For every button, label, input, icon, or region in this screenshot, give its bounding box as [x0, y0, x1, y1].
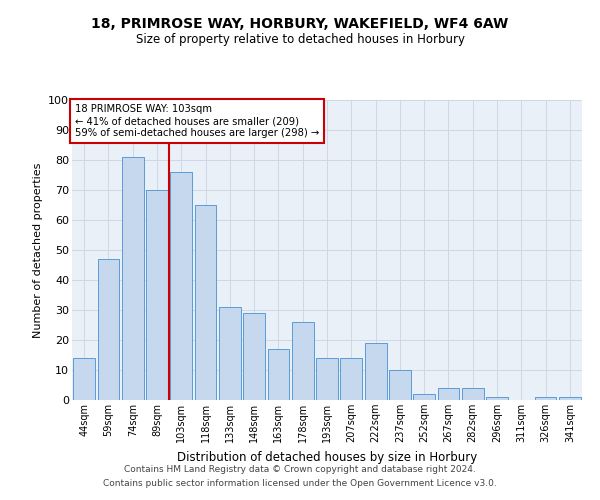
- Y-axis label: Number of detached properties: Number of detached properties: [32, 162, 43, 338]
- Bar: [316, 358, 338, 400]
- Bar: [170, 172, 192, 400]
- Bar: [462, 388, 484, 400]
- Text: 18, PRIMROSE WAY, HORBURY, WAKEFIELD, WF4 6AW: 18, PRIMROSE WAY, HORBURY, WAKEFIELD, WF…: [91, 18, 509, 32]
- Bar: [437, 388, 460, 400]
- Bar: [559, 397, 581, 400]
- Bar: [122, 157, 143, 400]
- Bar: [292, 322, 314, 400]
- Text: 18 PRIMROSE WAY: 103sqm
← 41% of detached houses are smaller (209)
59% of semi-d: 18 PRIMROSE WAY: 103sqm ← 41% of detache…: [74, 104, 319, 138]
- Bar: [413, 394, 435, 400]
- Text: Contains HM Land Registry data © Crown copyright and database right 2024.
Contai: Contains HM Land Registry data © Crown c…: [103, 466, 497, 487]
- Bar: [97, 259, 119, 400]
- X-axis label: Distribution of detached houses by size in Horbury: Distribution of detached houses by size …: [177, 450, 477, 464]
- Bar: [194, 205, 217, 400]
- Bar: [389, 370, 411, 400]
- Bar: [268, 349, 289, 400]
- Bar: [535, 397, 556, 400]
- Bar: [340, 358, 362, 400]
- Bar: [73, 358, 95, 400]
- Bar: [219, 307, 241, 400]
- Text: Size of property relative to detached houses in Horbury: Size of property relative to detached ho…: [136, 32, 464, 46]
- Bar: [486, 397, 508, 400]
- Bar: [365, 343, 386, 400]
- Bar: [146, 190, 168, 400]
- Bar: [243, 313, 265, 400]
